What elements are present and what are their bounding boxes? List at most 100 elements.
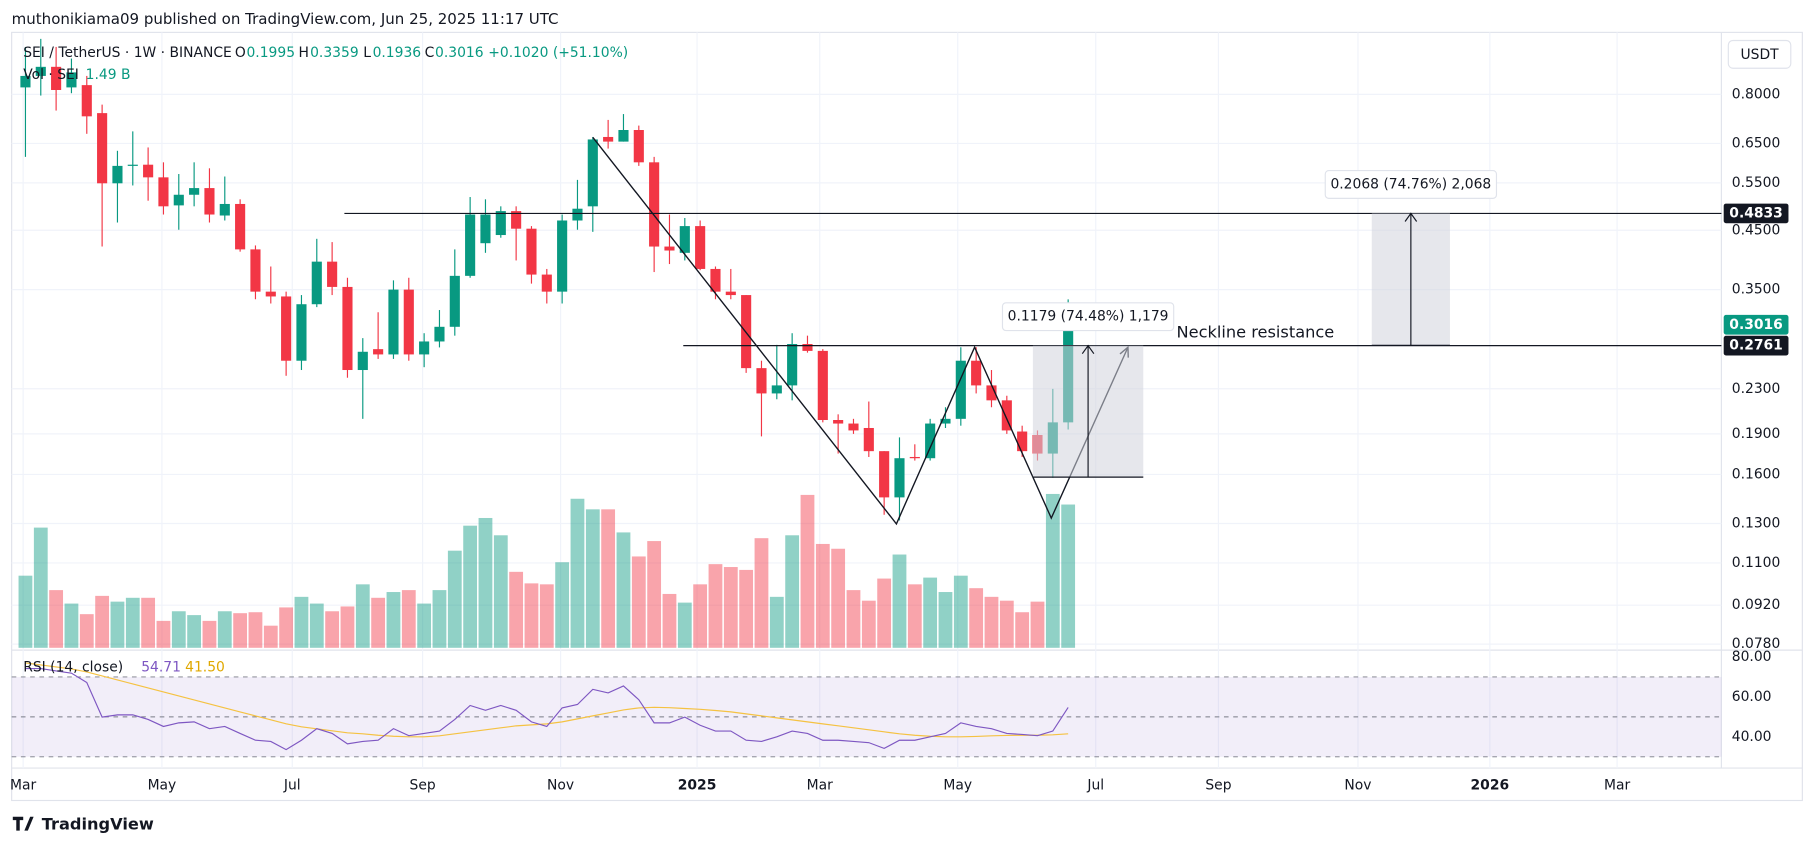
volume-bar [217, 611, 232, 648]
candle-body [557, 220, 568, 292]
candle-body [434, 326, 445, 342]
candle-body [311, 261, 322, 305]
volume-bar [371, 597, 386, 648]
legend-key: H [299, 45, 309, 61]
volume-bar [662, 593, 677, 648]
volume-bar [156, 620, 171, 648]
volume-bar [493, 535, 508, 648]
legend-key: C [425, 45, 435, 61]
volume-bar [355, 584, 370, 648]
candle-body [296, 304, 307, 361]
legend-key: O [235, 45, 246, 61]
volume-bar [33, 527, 48, 648]
volume-bar [631, 556, 646, 648]
volume-bar [64, 603, 79, 648]
volume-bar [1045, 493, 1060, 648]
volume-bar [524, 583, 539, 648]
volume-bar [110, 601, 125, 648]
y-tick-label: 0.2300 [1732, 381, 1781, 397]
volume-bar [861, 600, 876, 648]
candle-body [833, 420, 844, 424]
legend-change: +0.1020 (+51.10%) [488, 45, 628, 61]
volume-bar [1061, 504, 1076, 648]
candle-body [955, 360, 966, 419]
currency-button[interactable] [1727, 39, 1792, 69]
y-tick-label: 0.1900 [1732, 426, 1781, 442]
candle-body [403, 289, 414, 355]
candle-body [97, 113, 108, 184]
rsi-ma-value: 41.50 [185, 659, 225, 675]
candle-body [541, 274, 552, 292]
volume-bar [923, 577, 938, 648]
volume-bar [95, 595, 110, 648]
candle-body [695, 226, 706, 269]
x-tick-label: Nov [547, 777, 574, 793]
volume-bar [279, 607, 294, 648]
volume-bar [938, 592, 953, 648]
volume-bar [417, 603, 432, 648]
legend-close: 0.3016 [435, 45, 484, 61]
logo-icon [12, 816, 34, 831]
currency[interactable]: USDT [1740, 47, 1779, 63]
price-badge [1723, 203, 1789, 224]
candle-body [679, 226, 690, 253]
candle-body [388, 289, 399, 355]
candle-body [204, 188, 215, 215]
candle-body [971, 360, 982, 386]
measure-arrowhead [1404, 212, 1418, 222]
volume-bar [49, 590, 64, 648]
x-tick-label: Mar [807, 777, 833, 793]
volume-bar [187, 615, 202, 648]
candle-body [587, 139, 598, 207]
candle-body [633, 130, 644, 163]
candle-body [127, 164, 138, 166]
x-tick-label: 2026 [1471, 777, 1510, 793]
candle-body [35, 66, 46, 76]
measure-label: 0.2068 (74.76%) 2,068 [1330, 176, 1491, 192]
legend-open: 0.1995 [246, 45, 295, 61]
x-tick-label: 2025 [678, 777, 717, 793]
y-tick-label: 0.1300 [1732, 516, 1781, 532]
x-tick-label: Mar [10, 777, 36, 793]
header: muthonikiama09 published on TradingView.… [12, 10, 559, 28]
candle-body [449, 275, 460, 327]
candle-body [465, 214, 476, 276]
volume-bar [647, 541, 662, 648]
volume-bar [953, 575, 968, 648]
volume-bar [386, 592, 401, 648]
logo-text[interactable]: TradingView [42, 814, 154, 833]
volume-bar [877, 578, 892, 648]
candle-body [756, 368, 767, 394]
volume-bar [616, 532, 631, 648]
candle-body [526, 228, 537, 275]
volume-bar [309, 603, 324, 648]
candle-body [143, 164, 154, 178]
x-tick-label: May [148, 777, 177, 793]
y-tick-label: 0.8000 [1732, 86, 1781, 102]
y-tick-label: 0.0780 [1732, 636, 1781, 652]
volume-bar [585, 509, 600, 648]
candle-body [664, 246, 675, 251]
x-tick-label: Sep [410, 777, 436, 793]
x-tick-label: May [943, 777, 972, 793]
y-tick-label: 0.4500 [1732, 222, 1781, 238]
y-tick-label: 0.5500 [1732, 175, 1781, 191]
measure-arrowhead [1081, 344, 1095, 355]
volume-bar [984, 596, 999, 648]
candle-body [495, 211, 506, 236]
candle-body [327, 261, 338, 287]
volume-bar [248, 612, 263, 648]
candle-body [572, 208, 583, 221]
volume-bar [509, 571, 524, 648]
candle-body [250, 249, 261, 292]
volume-bar [815, 543, 830, 648]
measure-label-box [1324, 170, 1498, 199]
legend-key: L [363, 45, 371, 61]
volume-bar [447, 550, 462, 648]
price-badge-label: 0.3016 [1729, 317, 1783, 333]
rsi-line [25, 667, 1069, 751]
candle-body [158, 177, 169, 207]
candle-body [173, 194, 184, 206]
candle-body [879, 451, 890, 498]
